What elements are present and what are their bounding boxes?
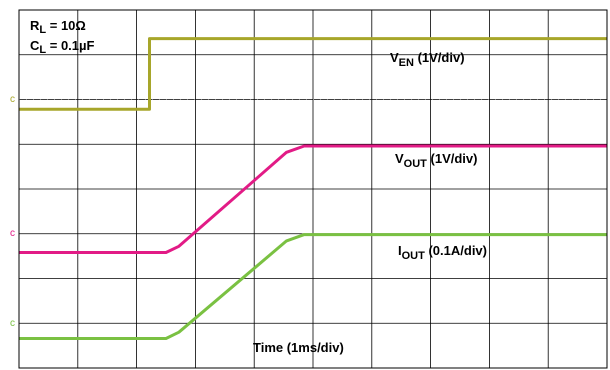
iout-label-scale: (0.1A/div) [425, 243, 487, 258]
traces [19, 37, 607, 340]
vout-trace [19, 144, 607, 254]
rl-annotation: RL = 10Ω [30, 18, 86, 36]
cl-annotation: CL = 0.1µF [30, 38, 95, 56]
vout-label-subscript: OUT [404, 158, 428, 170]
ven-trace-marker: c [10, 94, 15, 105]
iout-trace-marker: c [10, 318, 15, 329]
ven-label: VEN (1V/div) [390, 50, 465, 69]
rl-subscript: L [39, 24, 46, 36]
x-axis-label: Time (1ms/div) [253, 340, 344, 355]
ven-trace [19, 37, 607, 111]
grid [19, 10, 607, 368]
rl-value: = 10Ω [46, 18, 86, 33]
ven-label-symbol: V [390, 50, 399, 65]
iout-label-symbol: I [398, 243, 402, 258]
vout-label-scale: (1V/div) [427, 151, 478, 166]
cl-symbol: C [30, 38, 40, 53]
vout-trace-marker: c [10, 228, 15, 239]
vout-label-symbol: V [395, 151, 404, 166]
cl-value: = 0.1µF [46, 38, 94, 53]
iout-label-subscript: OUT [402, 250, 426, 262]
plot-border [18, 9, 608, 369]
iout-trace [19, 233, 607, 340]
cl-subscript: L [39, 44, 46, 56]
vout-label: VOUT (1V/div) [395, 151, 477, 170]
rl-symbol: R [30, 18, 40, 33]
iout-label: IOUT (0.1A/div) [398, 243, 487, 262]
ven-label-subscript: EN [399, 57, 414, 69]
ven-label-scale: (1V/div) [414, 50, 465, 65]
